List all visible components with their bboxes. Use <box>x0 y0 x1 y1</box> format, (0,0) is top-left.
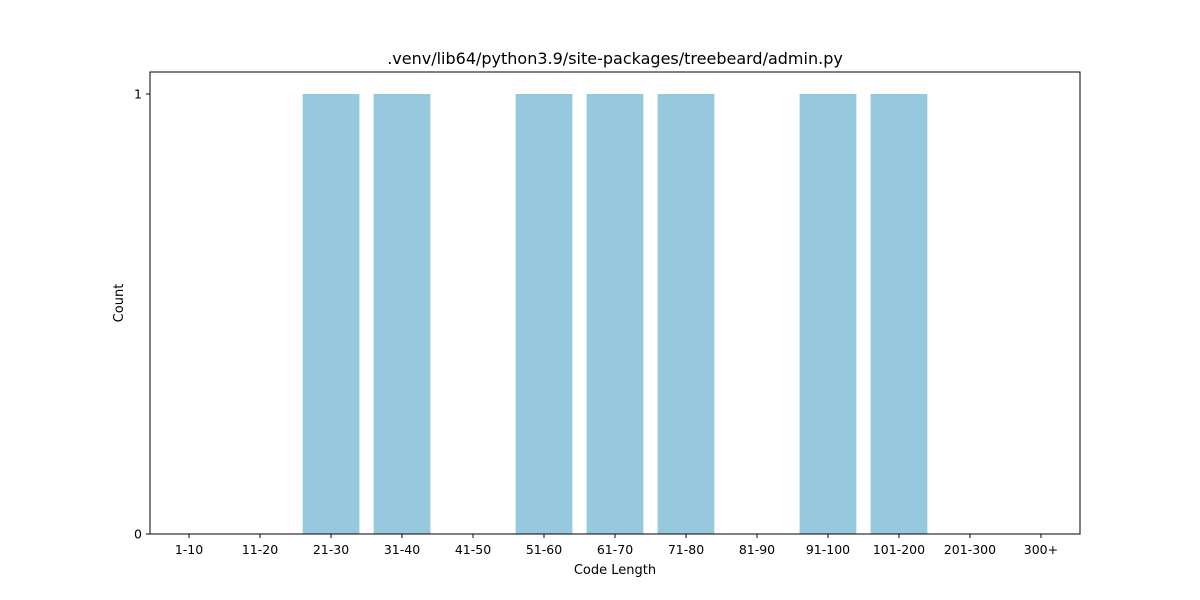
x-tick-label: 201-300 <box>944 542 996 557</box>
x-axis-ticks: 1-10 11-20 21-30 31-40 41-50 51-60 61-70 71-80 8… <box>175 534 1058 557</box>
x-tick-label: 31-40 <box>384 542 420 557</box>
y-axis-label: Count <box>112 284 127 323</box>
chart-title: .venv/lib64/python3.9/site-packages/tree… <box>387 49 843 68</box>
bar-101-200 <box>870 94 928 534</box>
bar-61-70 <box>586 94 644 534</box>
x-tick-label: 21-30 <box>313 542 349 557</box>
x-tick-label: 1-10 <box>175 542 203 557</box>
x-tick-label: 71-80 <box>668 542 704 557</box>
y-axis-ticks: 01 <box>134 87 150 542</box>
bar-31-40 <box>373 94 431 534</box>
bar-21-30 <box>302 94 360 534</box>
x-axis-label: Code Length <box>574 563 656 578</box>
x-tick-label: 11-20 <box>242 542 278 557</box>
bar-91-100 <box>799 94 857 534</box>
x-tick-label: 91-100 <box>806 542 850 557</box>
x-tick-label: 81-90 <box>739 542 775 557</box>
plot-frame <box>149 71 1081 535</box>
x-tick-label: 101-200 <box>873 542 925 557</box>
x-tick-label: 51-60 <box>526 542 562 557</box>
x-tick-label: 300+ <box>1024 542 1058 557</box>
y-tick-label: 0 <box>134 527 142 542</box>
bar-51-60 <box>515 94 573 534</box>
y-tick-label: 1 <box>134 87 142 102</box>
bars-group <box>302 94 928 534</box>
x-tick-label: 41-50 <box>455 542 491 557</box>
x-tick-label: 61-70 <box>597 542 633 557</box>
bar-71-80 <box>657 94 715 534</box>
